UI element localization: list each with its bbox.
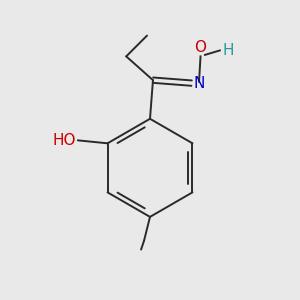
- Text: H: H: [222, 43, 234, 58]
- Text: O: O: [194, 40, 206, 55]
- Text: N: N: [193, 76, 205, 91]
- Text: HO: HO: [53, 133, 76, 148]
